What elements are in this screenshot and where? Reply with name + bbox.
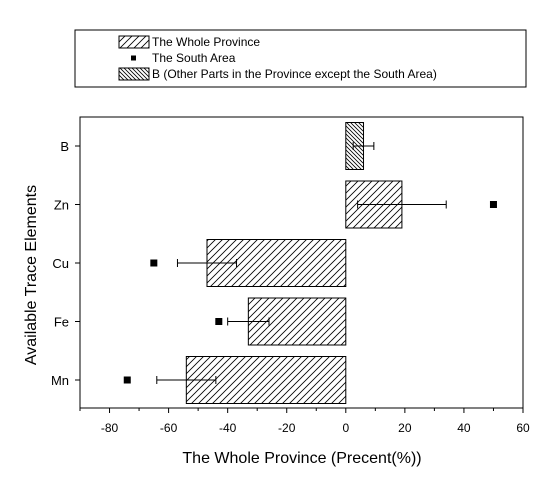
x-tick-label: 20 [398,421,412,435]
x-tick-label: -40 [219,421,237,435]
legend: The Whole Province The South Area B (Other… [74,29,527,88]
x-tick-label: -60 [160,421,178,435]
data-point [489,201,497,208]
x-tick-label: 40 [457,421,471,435]
y-axis-title: Available Trace Elements [23,185,40,365]
x-axis-title: The Whole Province (Precent(%)) [182,450,421,467]
data-point [150,259,158,267]
y-tick-label: Zn [54,198,69,213]
legend-swatch [118,67,150,81]
x-tick-label: 0 [342,421,349,435]
y-tick-label: Fe [54,315,69,330]
legend-box [74,29,527,88]
x-tick-label: -80 [101,421,119,435]
y-tick-label: Mn [51,373,69,388]
bar [206,239,347,287]
legend-label: The South Area [152,51,236,65]
data-point [215,318,223,325]
plot-area: -80 -60 -40 -20 0 20 40 60 B Zn Cu Fe Mn [51,116,530,435]
x-tick-label: -20 [278,421,296,435]
legend-swatch [118,35,150,49]
data-point [123,376,131,384]
legend-marker [131,55,136,61]
legend-label: B (Other Parts in the Province except th… [152,67,437,81]
y-tick-label: Cu [52,256,69,271]
y-tick-label: B [60,139,69,154]
legend-label: The Whole Province [152,35,260,49]
x-tick-label: 60 [516,421,530,435]
